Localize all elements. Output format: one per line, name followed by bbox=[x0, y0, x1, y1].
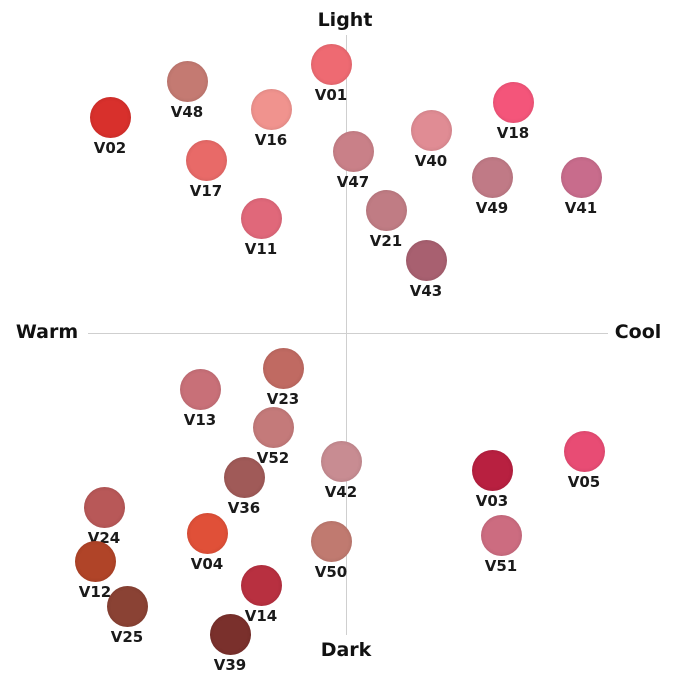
axis-label-dark: Dark bbox=[320, 639, 372, 661]
swatch-color bbox=[107, 586, 148, 627]
swatch-label: V51 bbox=[484, 557, 518, 575]
swatch-color bbox=[263, 348, 304, 389]
axis-label-light: Light bbox=[317, 9, 373, 31]
swatch-color bbox=[333, 131, 374, 172]
swatch-label: V12 bbox=[78, 583, 112, 601]
swatch-color bbox=[472, 157, 513, 198]
swatch-label: V04 bbox=[190, 555, 224, 573]
swatch-label: V42 bbox=[324, 483, 358, 501]
swatch-label: V11 bbox=[244, 240, 278, 258]
swatch-color bbox=[186, 140, 227, 181]
axis-label-cool: Cool bbox=[614, 321, 662, 343]
swatch-color bbox=[561, 157, 602, 198]
horizontal-axis bbox=[88, 333, 608, 334]
swatch-label: V52 bbox=[256, 449, 290, 467]
swatch-label: V43 bbox=[409, 282, 443, 300]
swatch-color bbox=[366, 190, 407, 231]
swatch-label: V17 bbox=[189, 182, 223, 200]
swatch-color bbox=[251, 89, 292, 130]
swatch-label: V16 bbox=[254, 131, 288, 149]
swatch-color bbox=[411, 110, 452, 151]
swatch-label: V14 bbox=[244, 607, 278, 625]
swatch-color bbox=[406, 240, 447, 281]
swatch-color bbox=[210, 614, 251, 655]
swatch-color bbox=[187, 513, 228, 554]
swatch-label: V01 bbox=[314, 86, 348, 104]
swatch-color bbox=[564, 431, 605, 472]
swatch-label: V03 bbox=[475, 492, 509, 510]
swatch-label: V02 bbox=[93, 139, 127, 157]
vertical-axis bbox=[346, 35, 347, 635]
swatch-label: V18 bbox=[496, 124, 530, 142]
swatch-color bbox=[493, 82, 534, 123]
swatch-label: V41 bbox=[564, 199, 598, 217]
swatch-label: V36 bbox=[227, 499, 261, 517]
swatch-label: V25 bbox=[110, 628, 144, 646]
swatch-color bbox=[90, 97, 131, 138]
swatch-color bbox=[481, 515, 522, 556]
swatch-color bbox=[75, 541, 116, 582]
swatch-color bbox=[311, 44, 352, 85]
swatch-label: V49 bbox=[475, 199, 509, 217]
swatch-color bbox=[253, 407, 294, 448]
swatch-label: V39 bbox=[213, 656, 247, 674]
swatch-label: V23 bbox=[266, 390, 300, 408]
swatch-color bbox=[180, 369, 221, 410]
swatch-color bbox=[472, 450, 513, 491]
swatch-color bbox=[224, 457, 265, 498]
swatch-label: V50 bbox=[314, 563, 348, 581]
swatch-color bbox=[311, 521, 352, 562]
swatch-color bbox=[241, 565, 282, 606]
swatch-label: V05 bbox=[567, 473, 601, 491]
swatch-color bbox=[167, 61, 208, 102]
swatch-label: V21 bbox=[369, 232, 403, 250]
axis-label-warm: Warm bbox=[15, 321, 79, 343]
swatch-label: V48 bbox=[170, 103, 204, 121]
swatch-label: V13 bbox=[183, 411, 217, 429]
swatch-label: V40 bbox=[414, 152, 448, 170]
swatch-color bbox=[241, 198, 282, 239]
swatch-color bbox=[321, 441, 362, 482]
swatch-color bbox=[84, 487, 125, 528]
swatch-label: V47 bbox=[336, 173, 370, 191]
